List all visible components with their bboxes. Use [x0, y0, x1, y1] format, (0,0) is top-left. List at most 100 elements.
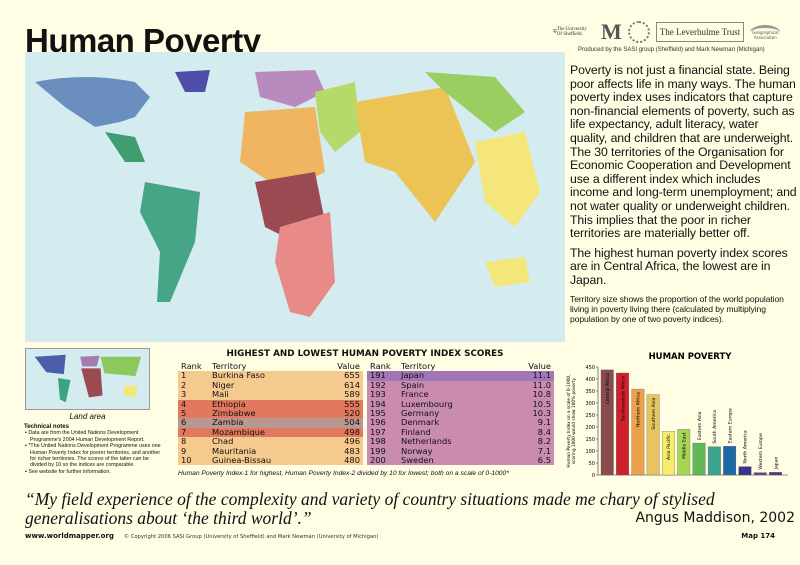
regional-poverty-bar-chart: HUMAN POVERTY 0 50 100 150 200 250 300 350 400 45… — [566, 352, 788, 479]
territory-cell: Sweden — [401, 455, 434, 466]
bar-category-label: Japan — [773, 456, 779, 470]
rank-cell: 5 — [181, 408, 187, 419]
table-row: 192 Spain 11.0 — [367, 379, 554, 391]
value-cell: 11.1 — [532, 370, 551, 381]
territory-cell: France — [401, 389, 429, 400]
territory-cell: Zimbabwe — [212, 408, 256, 419]
value-cell: 10.3 — [532, 408, 551, 419]
value-cell: 504 — [344, 417, 360, 428]
table-row: 200 Sweden 6.5 — [367, 455, 554, 466]
y-tick-label: 250 — [585, 413, 595, 419]
y-tick-label: 50 — [589, 461, 595, 467]
land-area-inset-map — [25, 348, 150, 410]
territory-cell: Norway — [401, 445, 433, 456]
value-cell: 6.5 — [537, 455, 551, 466]
rank-cell: 1 — [181, 370, 187, 381]
inset-south-america — [57, 378, 71, 403]
rank-cell: 195 — [370, 408, 386, 419]
description-column: Poverty is not just a financial state. B… — [570, 63, 798, 324]
column-header: Value — [528, 361, 551, 371]
lowest-scores-table: Rank Territory Value 191 Japan 11.1 192 Spain 11… — [367, 361, 554, 466]
territory-cell: Mozambique — [212, 426, 265, 437]
bar-category-label: Southern Asia — [651, 397, 657, 429]
bar — [677, 429, 691, 476]
sheffield-logo: ⛨ The University Of Sheffield. — [553, 27, 587, 37]
table-row: 9 Mauritania 483 — [178, 445, 363, 457]
table-title: HIGHEST AND LOWEST HUMAN POVERTY INDEX S… — [226, 349, 504, 359]
copyright: © Copyright 2006 SASI Group (University … — [123, 534, 379, 540]
europe-region — [255, 70, 325, 107]
table-header: Rank Territory Value — [367, 361, 554, 371]
bar-category-label: Central Africa — [605, 373, 611, 404]
note-item: ▪ See website for further information. — [25, 468, 111, 475]
territory-cell: Mauritania — [212, 445, 257, 456]
rank-cell: 199 — [370, 445, 386, 456]
bar-category-label: Northern Africa — [636, 392, 642, 427]
bar — [723, 446, 737, 476]
bar — [707, 446, 721, 476]
michigan-logo: M — [601, 19, 622, 44]
producer-credit: Produced by the SASI group (Sheffield) a… — [578, 47, 765, 53]
table-row: 2 Niger 614 — [178, 379, 363, 391]
south-america-region — [140, 182, 200, 302]
territory-cell: Guinea-Bissau — [212, 455, 272, 466]
inset-label: Land area — [69, 412, 106, 421]
asia-pacific-region — [475, 132, 540, 227]
table-row: 194 Luxembourg 10.5 — [367, 398, 554, 410]
territory-cell: Mali — [212, 389, 229, 400]
value-cell: 10.8 — [532, 389, 551, 400]
value-cell: 9.1 — [537, 417, 551, 428]
value-cell: 480 — [344, 455, 360, 466]
value-cell: 496 — [344, 436, 360, 447]
rank-cell: 7 — [181, 426, 187, 437]
northern-africa-region — [240, 107, 325, 192]
rank-cell: 200 — [370, 455, 386, 466]
leverhulme-logo: The Leverhulme Trust — [655, 22, 745, 42]
rank-cell: 6 — [181, 417, 187, 428]
territory-cell: Burkina Faso — [212, 370, 265, 381]
rank-cell: 197 — [370, 426, 386, 437]
mexico-region — [105, 132, 145, 162]
table-row: 7 Mozambique 498 — [178, 426, 363, 438]
rank-cell: 192 — [370, 379, 386, 390]
column-header: Rank — [370, 361, 391, 371]
chart-title: HUMAN POVERTY — [649, 352, 733, 362]
value-cell: 655 — [344, 370, 360, 381]
southeastern-africa-region — [275, 212, 335, 317]
territory-cell: Japan — [401, 370, 425, 381]
rank-cell: 10 — [181, 455, 192, 466]
territory-cell: Germany — [401, 408, 440, 419]
highest-scores-table: Rank Territory Value 1 Burkina Faso 655 2 Niger… — [178, 361, 363, 466]
bar-category-label: Southeastern Africa — [620, 376, 626, 421]
table-row: 198 Netherlands 8.2 — [367, 436, 554, 447]
map-number: Map 174 — [741, 532, 775, 540]
middle-east-region — [315, 82, 360, 152]
rank-cell: 2 — [181, 379, 187, 390]
bar — [646, 394, 660, 476]
territory-size-note: Territory size shows the proportion of t… — [570, 293, 784, 324]
y-tick-label: 200 — [585, 425, 595, 431]
website-link[interactable]: www.worldmapper.org — [25, 532, 114, 540]
rank-cell: 191 — [370, 370, 386, 381]
value-cell: 8.2 — [537, 436, 551, 447]
rank-cell: 198 — [370, 436, 386, 447]
rank-cell: 8 — [181, 436, 187, 447]
value-cell: 7.1 — [537, 445, 551, 456]
rank-cell: 194 — [370, 398, 386, 409]
y-tick-label: 350 — [585, 389, 595, 395]
australia-region — [485, 257, 530, 287]
y-tick-label: 400 — [585, 377, 595, 383]
greenland-region — [175, 70, 210, 92]
bar — [616, 372, 629, 476]
territory-cell: Finland — [401, 426, 431, 437]
value-cell: 8.4 — [537, 426, 551, 437]
table-row: 4 Ethiopia 555 — [178, 399, 363, 410]
quote-text: “My field experience of the complexity a… — [25, 489, 715, 528]
territory-cell: Spain — [401, 379, 425, 390]
summary-paragraph: The highest human poverty index scores a… — [570, 245, 788, 287]
y-tick-label: 0 — [592, 473, 595, 479]
north-america-region — [35, 77, 150, 127]
sponsor-logos: ⛨ The University Of Sheffield. M The Lev… — [550, 18, 795, 46]
table-row: 1 Burkina Faso 655 — [178, 370, 363, 381]
bar-category-label: Middle East — [682, 432, 688, 459]
